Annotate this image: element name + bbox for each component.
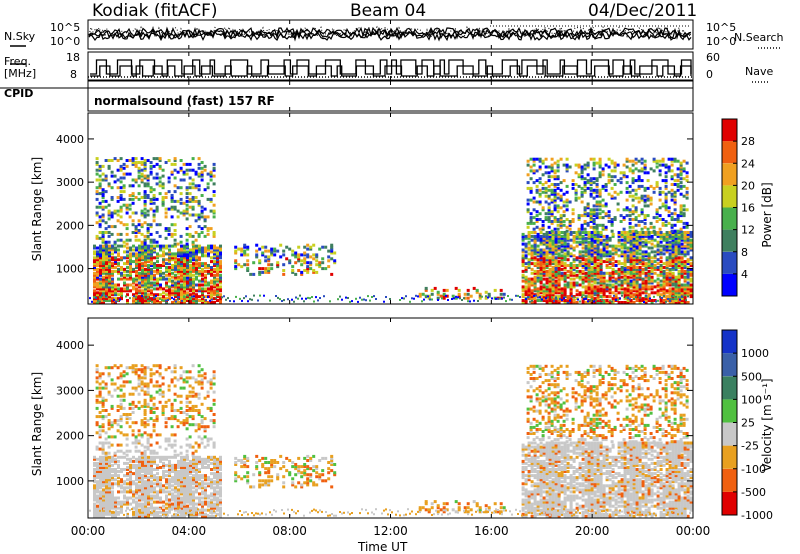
power-colorbar-swatch-0 [722, 273, 737, 296]
noise-tick-left-bottom: 10^0 [50, 35, 81, 48]
xtick-label-3: 12:00 [373, 524, 408, 538]
station-title: Kodiak (fitACF) [92, 1, 218, 21]
xtick-label-5: 20:00 [575, 524, 610, 538]
power-colorbar-swatch-3 [722, 207, 737, 230]
date-title: 04/Dec/2011 [588, 1, 698, 21]
velocity-colorbar-label-6: -500 [741, 486, 766, 499]
xtick-label-1: 04:00 [172, 524, 207, 538]
x-axis-label: Time UT [358, 540, 408, 554]
velocity-colorbar-label-2: 100 [741, 393, 762, 406]
nsearch-trace [88, 25, 692, 39]
velocity-colorbar-label-1: 500 [741, 370, 762, 383]
velocity-colorbar-label: Velocity [m s⁻¹] [760, 378, 774, 472]
velocity-ytick-label-0: 1000 [56, 475, 84, 488]
velocity-colorbar-swatch-2 [722, 445, 737, 469]
power-colorbar-swatch-7 [722, 119, 737, 142]
velocity-colorbar-label-7: -1000 [741, 509, 773, 522]
nave-label: Nave [745, 65, 774, 78]
velocity-panel-ylabel: Slant Range [km] [30, 371, 44, 477]
nave-tick-top: 60 [706, 51, 720, 64]
power-colorbar-swatch-2 [722, 229, 737, 252]
velocity-colorbar-swatch-7 [722, 330, 737, 354]
xtick-label-0: 00:00 [71, 524, 106, 538]
power-ytick-label-2: 3000 [56, 176, 84, 189]
cpid-label: CPID [4, 87, 34, 100]
freq-tick-bottom: 8 [70, 68, 77, 81]
noise-tick-left-top: 10^5 [50, 21, 81, 34]
velocity-data-cells [89, 364, 693, 518]
cpid-value: normalsound (fast) 157 RF [94, 94, 275, 108]
velocity-colorbar-swatch-1 [722, 468, 737, 492]
noise-tick-right-bottom: 10^0 [706, 35, 737, 48]
velocity-colorbar-label-3: 25 [741, 417, 755, 430]
xtick-label-2: 08:00 [272, 524, 307, 538]
power-ytick-label-0: 1000 [56, 263, 84, 276]
power-colorbar-swatch-5 [722, 163, 737, 186]
power-ytick-label-3: 4000 [56, 133, 84, 146]
power-colorbar-label-2: 12 [741, 224, 755, 237]
velocity-colorbar-swatch-4 [722, 399, 737, 423]
power-colorbar-label-6: 28 [741, 135, 755, 148]
power-colorbar-label-1: 8 [741, 246, 748, 259]
nsearch-label: N.Search [734, 31, 784, 44]
power-panel-ylabel: Slant Range [km] [30, 156, 44, 262]
cpid-strip-frame [87, 80, 694, 112]
velocity-colorbar-swatch-6 [722, 353, 737, 377]
velocity-colorbar-label-5: -100 [741, 463, 766, 476]
power-ytick-label-1: 2000 [56, 219, 84, 232]
nsky-trace-2 [88, 26, 692, 38]
beam-title: Beam 04 [350, 1, 427, 21]
freq-tick-top: 18 [66, 51, 80, 64]
power-colorbar-label-4: 20 [741, 179, 755, 192]
velocity-colorbar-swatch-5 [722, 376, 737, 400]
nsky-label: N.Sky [4, 30, 36, 43]
power-colorbar-swatch-4 [722, 185, 737, 208]
velocity-ytick-label-1: 2000 [56, 430, 84, 443]
noise-tick-right-top: 10^5 [706, 21, 737, 34]
power-colorbar-swatch-6 [722, 141, 737, 164]
velocity-ytick-label-2: 3000 [56, 384, 84, 397]
velocity-colorbar-label-4: -25 [741, 440, 759, 453]
velocity-ytick-label-3: 4000 [56, 339, 84, 352]
power-colorbar-label-5: 24 [741, 157, 755, 170]
nsky-trace-0 [88, 30, 692, 42]
xtick-label-4: 16:00 [474, 524, 509, 538]
freq-unit-label: [MHz] [4, 67, 37, 80]
power-data-cells [89, 157, 693, 304]
velocity-colorbar-swatch-0 [722, 491, 737, 515]
nave-tick-bottom: 0 [706, 68, 713, 81]
velocity-colorbar-label-0: 1000 [741, 347, 769, 360]
power-colorbar-label-3: 16 [741, 202, 755, 215]
xtick-label-6: 00:00 [676, 524, 711, 538]
freq-trace-b [90, 65, 692, 77]
velocity-colorbar-swatch-3 [722, 422, 737, 446]
power-colorbar-label: Power [dB] [760, 182, 774, 248]
freq-trace-a [90, 59, 692, 75]
power-colorbar-swatch-1 [722, 251, 737, 274]
power-colorbar-label-0: 4 [741, 268, 748, 281]
